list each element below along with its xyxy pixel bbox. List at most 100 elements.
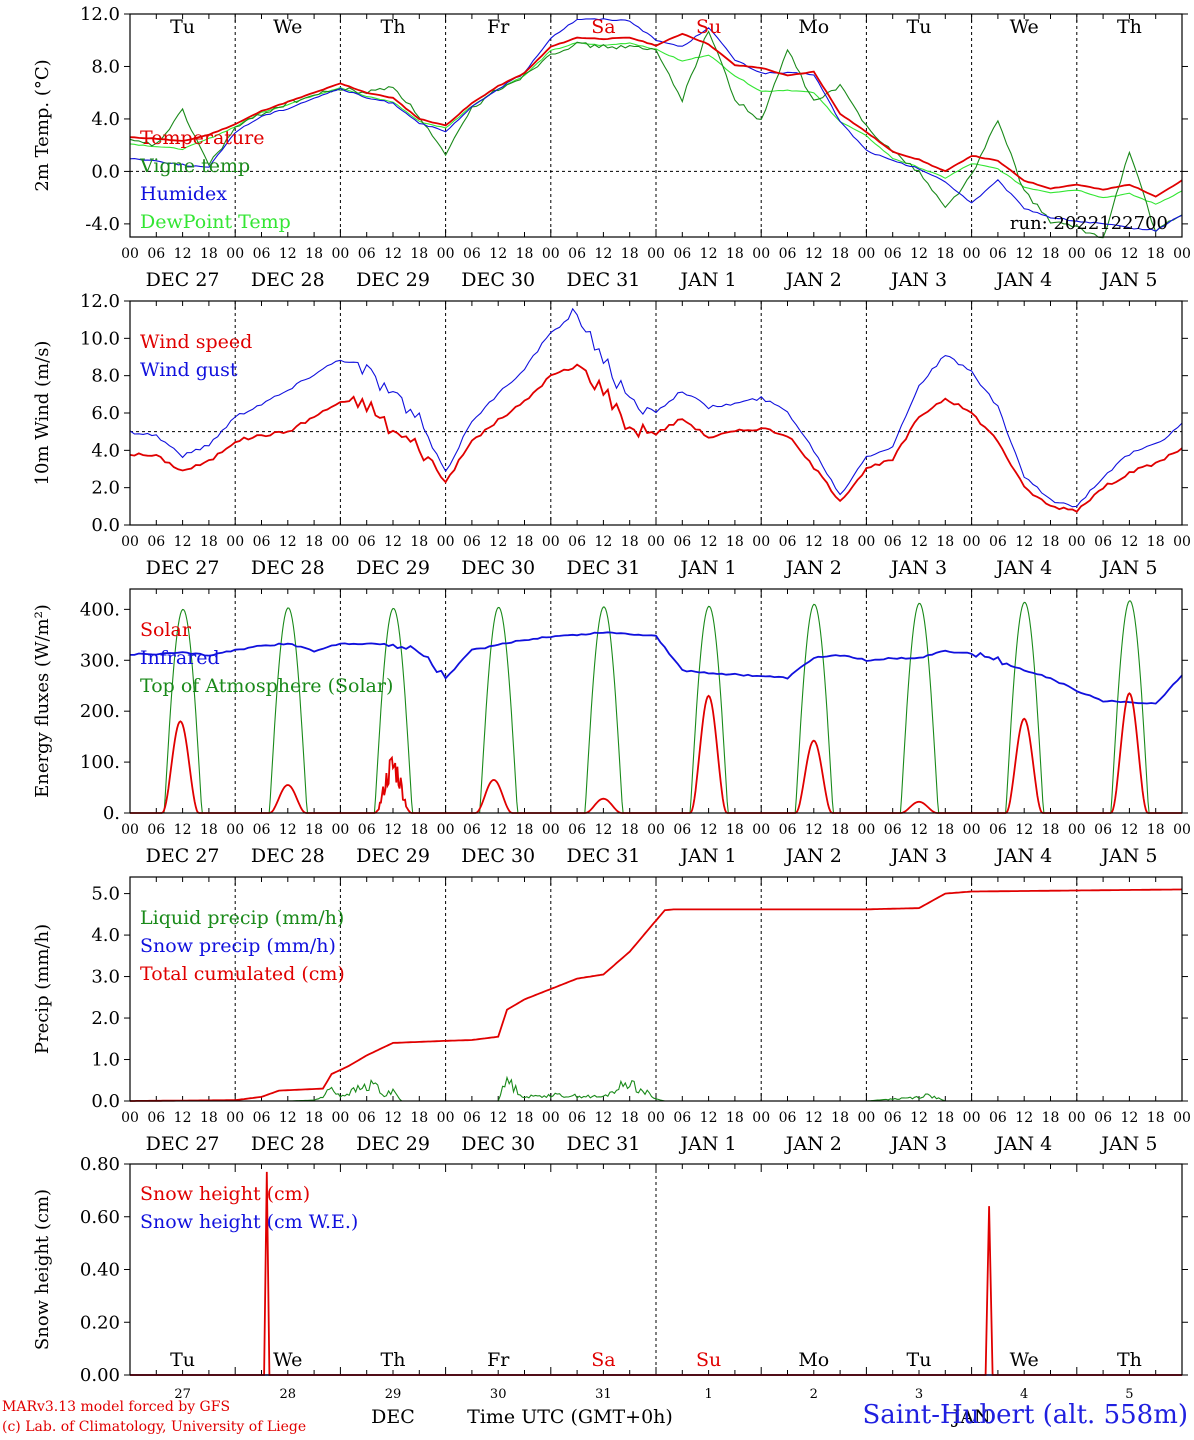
legend-entry: Humidex: [140, 183, 227, 205]
legend-entry: DewPoint Temp: [140, 211, 291, 233]
date-label: DEC 27: [146, 845, 220, 867]
hour-tick-label: 12: [279, 534, 297, 550]
hour-tick-label: 00: [121, 822, 139, 838]
date-label: DEC 28: [251, 1133, 325, 1155]
legend-entry: Snow height (cm): [140, 1183, 310, 1205]
hour-tick-label: 06: [673, 246, 691, 262]
snow-day-number: 5: [1125, 1387, 1133, 1402]
date-label: JAN 2: [784, 269, 842, 291]
hour-tick-label: 06: [147, 246, 165, 262]
energy-ytick-label: 100.: [80, 752, 120, 773]
hour-tick-label: 12: [279, 822, 297, 838]
hour-tick-label: 12: [805, 534, 823, 550]
hour-tick-label: 18: [200, 1110, 218, 1126]
hour-tick-label: 06: [568, 1110, 586, 1126]
date-label: DEC 27: [146, 557, 220, 579]
hour-tick-label: 06: [147, 534, 165, 550]
date-label: JAN 5: [1099, 557, 1157, 579]
hour-tick-label: 18: [831, 534, 849, 550]
wind-ytick-label: 6.0: [91, 403, 120, 424]
legend-entry: Wind speed: [140, 331, 252, 353]
hour-tick-label: 00: [857, 822, 875, 838]
hour-tick-label: 18: [410, 534, 428, 550]
time-axis-title: Time UTC (GMT+0h): [467, 1406, 673, 1428]
hour-tick-label: 00: [647, 534, 665, 550]
hour-tick-label: 06: [989, 1110, 1007, 1126]
hour-tick-label: 12: [1015, 1110, 1033, 1126]
temp-panel: -4.0 0.0 4.0 8.0 12.0 2m Temp. (°C) Tu We Th Fr Sa…: [32, 4, 1188, 239]
hour-tick-label: 12: [279, 246, 297, 262]
snow-ylabel: Snow height (cm): [32, 1189, 53, 1350]
hour-tick-label: 12: [1120, 1110, 1138, 1126]
hour-tick-label: 18: [936, 1110, 954, 1126]
hour-tick-label: 00: [542, 534, 560, 550]
legend-entry: Wind gust: [140, 359, 238, 381]
wind-ytick-label: 12.0: [80, 291, 120, 312]
lab-credit: (c) Lab. of Climatology, University of L…: [2, 1419, 307, 1435]
hour-tick-label: 18: [1147, 1110, 1165, 1126]
hour-tick-label: 06: [884, 1110, 902, 1126]
weekday-label: We: [1010, 16, 1039, 38]
hour-tick-label: 00: [963, 534, 981, 550]
date-label: JAN 3: [889, 269, 947, 291]
date-label: JAN 4: [994, 1133, 1052, 1155]
hour-tick-label: 18: [1042, 246, 1060, 262]
energy-ytick-label: 0.: [103, 803, 120, 824]
snow-weekday-label: Th: [1117, 1349, 1142, 1371]
date-label: JAN 1: [679, 557, 737, 579]
snow-day-number: 3: [915, 1387, 923, 1402]
wind-time-axis: 00 06 12 18 00 06 12 18 00 06 12 18 00 06 12 18 00 06 12 18…: [121, 534, 1191, 579]
weekday-label: Fr: [487, 16, 510, 38]
hour-tick-label: 00: [226, 246, 244, 262]
legend-entry: Infrared: [140, 647, 220, 669]
date-label: DEC 28: [251, 269, 325, 291]
hour-tick-label: 06: [779, 822, 797, 838]
hour-tick-label: 06: [779, 246, 797, 262]
snow-weekday-label: We: [273, 1349, 302, 1371]
hour-tick-label: 00: [437, 822, 455, 838]
date-label: JAN 4: [994, 557, 1052, 579]
snow-weekday-label: Mo: [798, 1349, 829, 1371]
hour-tick-label: 12: [910, 246, 928, 262]
hour-tick-label: 06: [989, 246, 1007, 262]
snow-panel: 0.00 0.20 0.40 0.60 0.80 Snow height (cm) Tu We…: [32, 1154, 1188, 1428]
hour-tick-label: 12: [910, 534, 928, 550]
date-label: DEC 29: [356, 269, 430, 291]
hour-tick-label: 18: [305, 246, 323, 262]
wind-ytick-label: 0.0: [91, 515, 120, 536]
hour-tick-label: 18: [200, 534, 218, 550]
hour-tick-label: 00: [542, 1110, 560, 1126]
snow-weekday-label: Th: [381, 1349, 406, 1371]
date-label: JAN 2: [784, 557, 842, 579]
hour-tick-label: 06: [884, 534, 902, 550]
hour-tick-label: 12: [489, 822, 507, 838]
energy-plot-frame: [129, 588, 1183, 814]
hour-tick-label: 12: [384, 534, 402, 550]
hour-tick-label: 06: [358, 246, 376, 262]
series-vigne-temp-line: [129, 30, 1183, 239]
hour-tick-label: 06: [147, 1110, 165, 1126]
energy-time-axis: 00 06 12 18 00 06 12 18 00 06 12 18 00 06 12 18 00 06 12 18…: [121, 822, 1191, 867]
hour-tick-label: 18: [936, 822, 954, 838]
hour-tick-label: 00: [437, 1110, 455, 1126]
temp-ytick-label: -4.0: [85, 214, 120, 235]
energy-ylabel: Energy fluxes (W/m²): [32, 604, 53, 798]
temp-ytick-label: 0.0: [91, 161, 120, 182]
hour-tick-label: 18: [305, 534, 323, 550]
hour-tick-label: 18: [305, 822, 323, 838]
hour-tick-label: 00: [1173, 246, 1191, 262]
hour-tick-label: 06: [463, 246, 481, 262]
hour-tick-label: 00: [1068, 822, 1086, 838]
hour-tick-label: 06: [779, 1110, 797, 1126]
snow-day-number: 2: [810, 1387, 818, 1402]
snow-day-number: 28: [280, 1387, 297, 1402]
hour-tick-label: 12: [489, 534, 507, 550]
date-label: DEC 31: [566, 845, 640, 867]
wind-ytick-label: 8.0: [91, 366, 120, 387]
date-label: DEC 30: [461, 1133, 535, 1155]
hour-tick-label: 12: [805, 822, 823, 838]
hour-tick-label: 06: [989, 822, 1007, 838]
legend-entry: Temperature: [140, 127, 264, 149]
snow-weekday-label: We: [1010, 1349, 1039, 1371]
weekday-label: Sa: [591, 16, 615, 38]
